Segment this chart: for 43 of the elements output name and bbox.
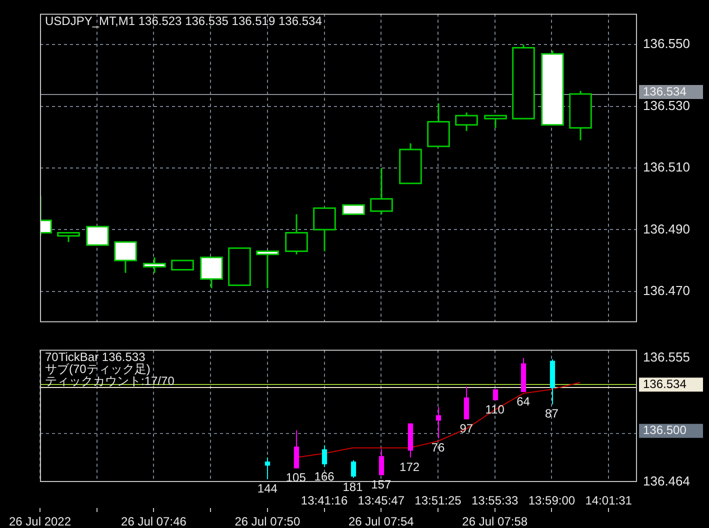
x2-tick-label: 13:45:47 [358,494,405,508]
x-tick-label: 26 Jul 07:54 [348,514,414,528]
annotation: 166 [314,469,335,484]
x-tick-label: 26 Jul 2022 [8,514,72,528]
annotation: 87 [545,406,559,421]
y-tick-label: 136.510 [643,160,690,175]
y-tick-label: 136.555 [643,350,690,365]
ref-line-label: 136.500 [643,423,687,438]
candlestick [378,448,384,476]
x-tick-label: 26 Jul 07:58 [462,514,528,528]
x2-tick-label: 14:01:31 [585,494,632,508]
x2-tick-label: 13:59:00 [528,494,576,508]
ref-line-label: 136.534 [643,84,687,98]
candlestick [350,460,356,478]
annotation: 76 [431,440,445,455]
candlestick [436,406,442,439]
x2-tick-label: 13:55:33 [472,494,519,508]
candlestick [322,444,328,468]
candlestick [464,386,470,420]
ref-line-label: 136.534 [643,376,687,391]
annotation: 64 [516,394,530,408]
annotation: 144 [257,482,278,496]
annotation: 181 [342,480,364,494]
chart-title: USDJPY_MT,M1 136.523 136.535 136.519 136.534 [45,14,322,28]
chart-title: 70TickBar 136.533 [45,350,146,364]
candlestick [86,226,109,246]
y-tick-label: 136.530 [643,98,690,113]
candlestick [264,456,270,480]
y-tick-label: 136.470 [643,282,690,298]
annotation: サブ(70ティック足) [45,362,150,376]
x2-tick-label: 13:41:16 [300,494,348,508]
annotation: 105 [286,470,306,485]
annotation: 157 [371,478,392,492]
y-tick-label: 136.490 [643,221,690,236]
candlestick [171,260,194,271]
x-tick-label: 26 Jul 07:50 [234,514,300,528]
y-tick-label: 136.550 [643,36,690,52]
candlestick [342,204,365,216]
annotation: 172 [400,460,420,474]
y-tick-label: 136.464 [643,474,690,489]
x2-tick-label: 13:51:25 [414,494,462,508]
candlestick [294,430,300,469]
x-tick-label: 26 Jul 07:46 [121,514,187,528]
